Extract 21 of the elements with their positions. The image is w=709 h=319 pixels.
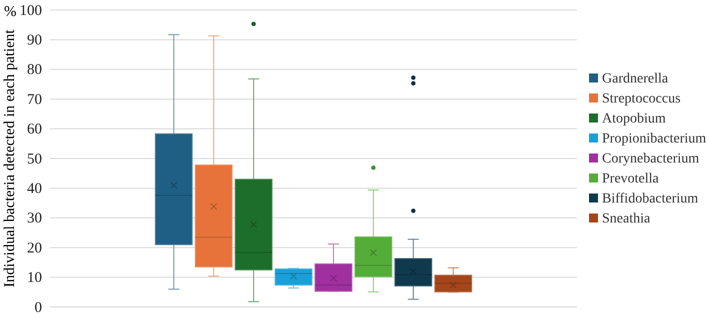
y-tick-label: 50 <box>27 151 42 168</box>
legend-label: Prevotella <box>602 172 660 186</box>
legend-label: Sneathia <box>602 212 651 226</box>
legend-label: Corynebacterium <box>602 152 700 166</box>
legend-label: Biffidobacterium <box>602 192 698 206</box>
y-tick-label: 80 <box>27 62 42 78</box>
y-tick-label: 100 <box>20 2 42 19</box>
text: % <box>4 4 16 20</box>
y-tick-label: 60 <box>27 122 42 138</box>
legend-label: Streptococcus <box>602 92 681 106</box>
legend-label: Gardnerella <box>602 72 669 86</box>
y-tick-label: 30 <box>27 210 42 227</box>
legend-label: Atopobium <box>602 112 666 126</box>
y-tick-label: 10 <box>27 270 42 286</box>
legend-label: Propionibacterium <box>602 132 706 146</box>
y-tick-label: 70 <box>27 92 42 108</box>
y-axis-title: Individual bacteria detected in each patient <box>2 28 18 288</box>
y-tick-label: 90 <box>27 32 42 48</box>
y-tick-label: 40 <box>27 181 42 197</box>
y-tick-label: 20 <box>27 240 42 256</box>
y-tick-label: 0 <box>34 300 42 316</box>
